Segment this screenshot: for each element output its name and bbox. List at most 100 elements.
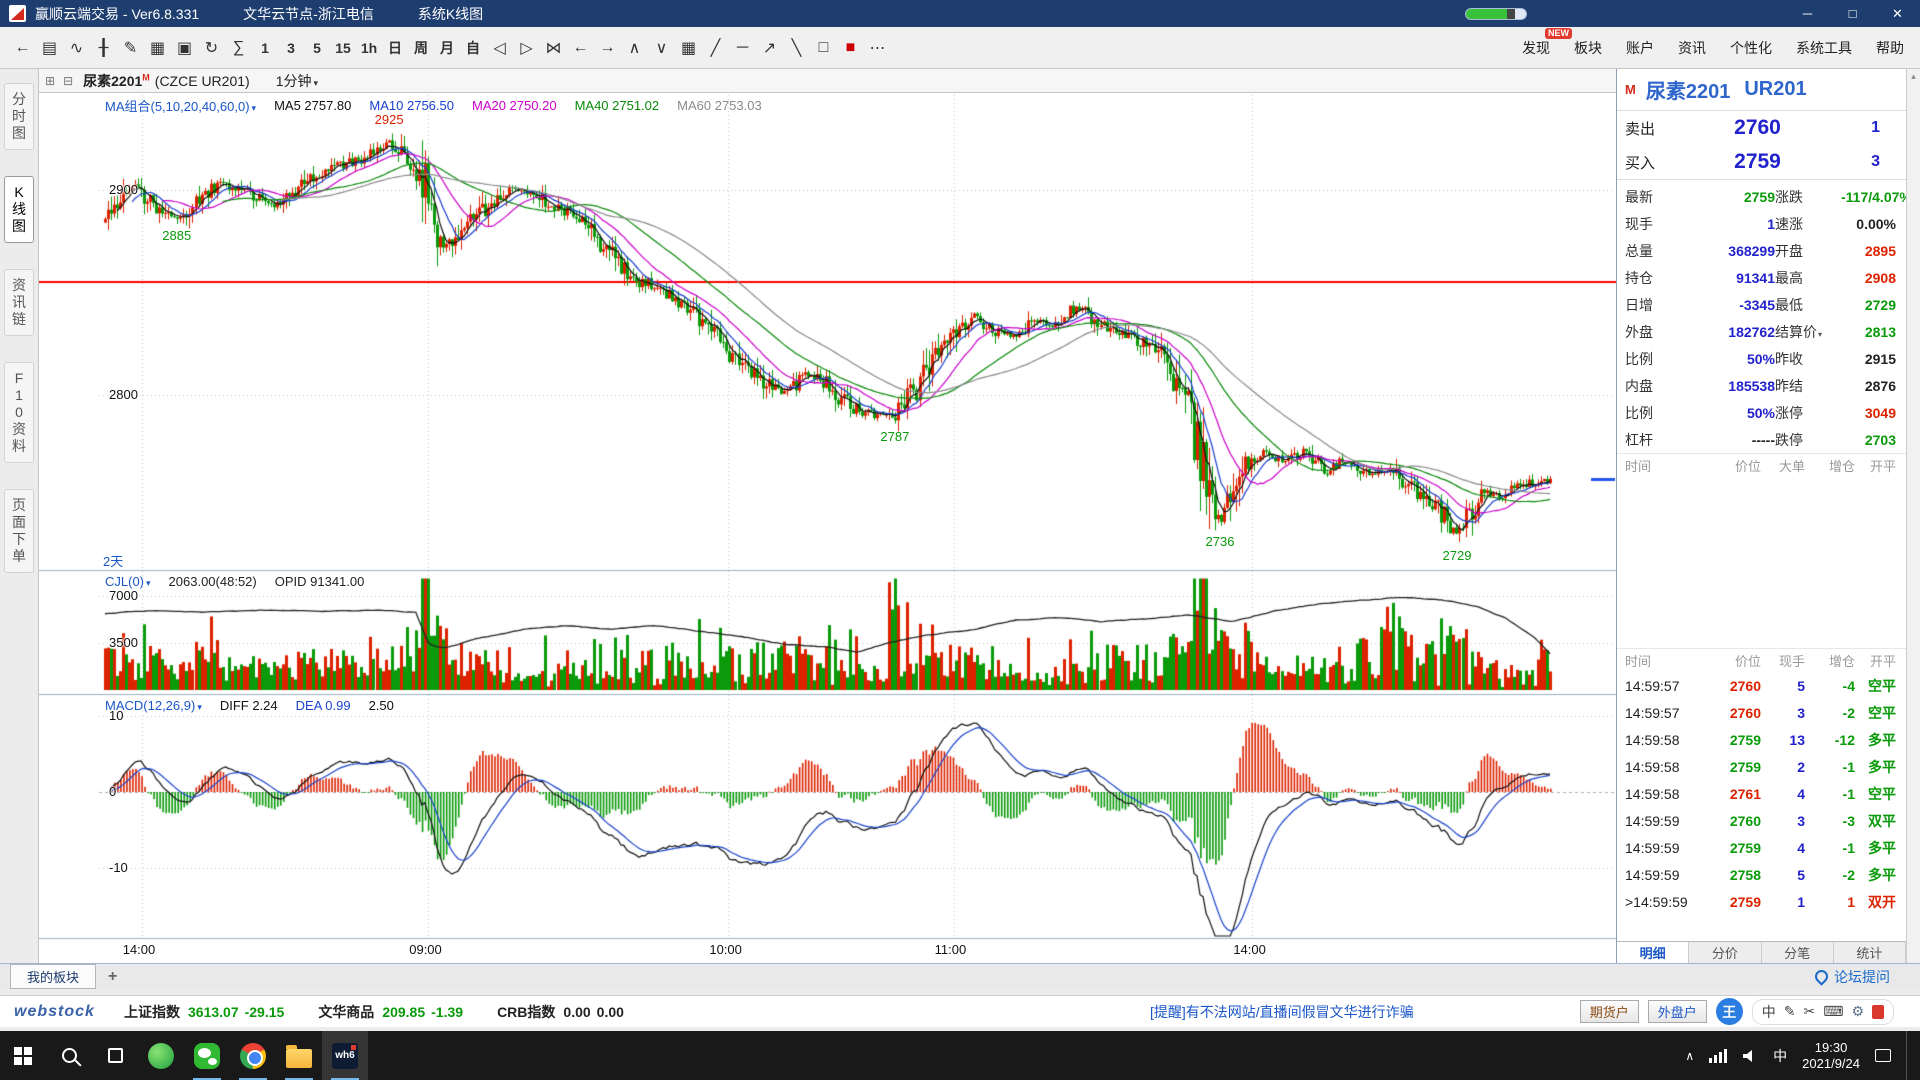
nav-news[interactable]: 资讯	[1678, 40, 1706, 56]
zoom-in-icon[interactable]: ∧	[628, 39, 641, 57]
tick-price: 2760	[1729, 704, 1761, 721]
scroll-up-icon[interactable]: ▴	[1911, 71, 1916, 81]
chevron-down-icon[interactable]: ▾	[1818, 329, 1823, 339]
segment-icon[interactable]: ╲	[791, 39, 802, 57]
period-15min[interactable]: 15	[335, 39, 351, 56]
grid-icon[interactable]: ▦	[680, 39, 697, 57]
formula-icon[interactable]: ∑	[232, 38, 245, 56]
bid-row[interactable]: 买入 2759 3	[1617, 145, 1906, 179]
prev-icon[interactable]: ←	[572, 38, 589, 56]
close-button[interactable]: ✕	[1892, 5, 1903, 21]
more-icon[interactable]: ⋯	[869, 39, 886, 57]
pen-icon[interactable]: ✎	[1783, 1003, 1796, 1019]
back-icon[interactable]: ←	[14, 38, 31, 56]
kline-icon[interactable]: ╂	[98, 39, 109, 57]
period-5min[interactable]: 5	[313, 39, 321, 56]
nav-system-tools[interactable]: 系统工具	[1796, 40, 1852, 56]
next-icon[interactable]: →	[599, 38, 616, 56]
period-custom[interactable]: 自	[466, 39, 480, 56]
scissors-icon[interactable]: ✂	[1803, 1003, 1816, 1019]
quote-panel: M 尿素2201 UR201 卖出 2760 1 买入 2759 3 最新 275…	[1616, 69, 1912, 963]
period-day[interactable]: 日	[388, 39, 402, 56]
ime-language-button[interactable]: 中	[1761, 1003, 1776, 1020]
trendline-icon[interactable]: ╱	[710, 39, 721, 57]
range-label[interactable]: 2天	[103, 554, 124, 569]
tab-page-order[interactable]: 页面下单	[4, 489, 34, 573]
refresh-icon[interactable]: ↻	[204, 39, 219, 57]
assistant-avatar[interactable]: 王	[1715, 998, 1743, 1025]
ma-selector[interactable]: MA组合(5,10,20,40,60,0) ▾	[105, 99, 257, 114]
search-button[interactable]	[46, 1031, 92, 1080]
ime-language-indicator[interactable]: 中	[1773, 1047, 1788, 1064]
compress-icon[interactable]: ⋈	[545, 39, 562, 57]
volume-indicator-selector[interactable]: CJL(0) ▾	[105, 574, 151, 589]
macd-pane-header: MACD(12,26,9) ▾ DIFF 2.24 DEA 0.99 2.50	[105, 698, 394, 713]
show-desktop-button[interactable]	[1906, 1031, 1912, 1080]
macd-indicator-selector[interactable]: MACD(12,26,9) ▾	[105, 698, 202, 713]
settings-icon[interactable]: ⚙	[1851, 1003, 1864, 1019]
ask-row[interactable]: 卖出 2760 1	[1617, 111, 1906, 145]
futures-account-button[interactable]: 期货户	[1579, 1000, 1639, 1023]
page-right-icon[interactable]: ▷	[520, 39, 533, 57]
nav-personalize[interactable]: 个性化	[1730, 40, 1772, 56]
panel-scroll-strip[interactable]: ▴	[1906, 69, 1920, 963]
rect-icon[interactable]: □	[818, 38, 829, 56]
network-signal-icon[interactable]	[1709, 1048, 1728, 1063]
tick-time: 14:59:58	[1625, 731, 1680, 748]
layout-left-icon[interactable]: ⊞	[45, 73, 56, 88]
taskbar-app-chrome[interactable]	[230, 1031, 276, 1080]
board-tab-my[interactable]: 我的板块	[10, 964, 97, 989]
chart-canvas[interactable]	[39, 93, 1617, 963]
page-left-icon[interactable]: ◁	[493, 39, 506, 57]
period-week[interactable]: 周	[414, 39, 428, 56]
draw-icon[interactable]: ✎	[123, 39, 138, 57]
clock[interactable]: 19:30 2021/9/24	[1802, 1039, 1860, 1071]
tab-detail[interactable]: 明细	[1617, 942, 1690, 963]
table-row: >14:59:59 2759 1 1 双开	[1617, 888, 1906, 915]
maximize-button[interactable]: □	[1848, 6, 1857, 21]
hline-icon[interactable]: ─	[736, 38, 749, 56]
minimize-button[interactable]: ─	[1802, 6, 1813, 21]
taskbar-app-explorer[interactable]	[276, 1031, 322, 1080]
layout-right-icon[interactable]: ⊟	[63, 73, 74, 88]
tray-expand-icon[interactable]: ∧	[1685, 1048, 1695, 1063]
period-1hour[interactable]: 1h	[360, 39, 378, 56]
nav-help[interactable]: 帮助	[1876, 40, 1904, 56]
nav-discover[interactable]: 发现 NEW	[1522, 28, 1572, 58]
task-view-button[interactable]	[92, 1031, 138, 1080]
contract-title[interactable]: 尿素2201M	[83, 71, 150, 89]
time-chart-icon[interactable]: ∿	[69, 39, 84, 57]
period-selector[interactable]: 1分钟 ▾	[275, 72, 319, 89]
color-block-icon[interactable]: ■	[845, 38, 856, 56]
ray-icon[interactable]: ↗	[762, 39, 777, 57]
red-packet-icon[interactable]	[1872, 1004, 1884, 1019]
period-3min[interactable]: 3	[287, 39, 295, 56]
tab-price-dist[interactable]: 分价	[1689, 942, 1762, 963]
taskbar-app-wh6[interactable]: wh6	[322, 1031, 368, 1080]
period-1min[interactable]: 1	[261, 39, 269, 56]
start-button[interactable]	[0, 1031, 46, 1080]
volume-icon[interactable]	[1742, 1049, 1758, 1063]
report-icon[interactable]: ▤	[41, 39, 58, 57]
save-icon[interactable]: ▣	[176, 39, 193, 57]
quote-row: 比例 50% 昨收 2915	[1617, 345, 1906, 372]
notification-center-icon[interactable]	[1875, 1049, 1891, 1062]
zoom-out-icon[interactable]: ∨	[655, 39, 668, 57]
tab-time-chart[interactable]: 分时图	[4, 83, 34, 150]
tick-price: 2759	[1729, 758, 1761, 775]
chart-type-icon[interactable]: ▦	[149, 39, 166, 57]
tab-stats[interactable]: 统计	[1833, 942, 1906, 963]
nav-account[interactable]: 账户	[1626, 40, 1654, 56]
taskbar-app-wechat[interactable]	[184, 1031, 230, 1080]
nav-sectors[interactable]: 板块	[1574, 40, 1602, 56]
tab-tick[interactable]: 分笔	[1761, 942, 1834, 963]
overseas-account-button[interactable]: 外盘户	[1647, 1000, 1707, 1023]
keyboard-icon[interactable]: ⌨	[1823, 1003, 1844, 1019]
period-month[interactable]: 月	[440, 39, 454, 56]
taskbar-app-browser[interactable]	[138, 1031, 184, 1080]
add-board-button[interactable]: +	[108, 967, 118, 985]
forum-link[interactable]: 论坛提问	[1812, 967, 1890, 987]
tab-news-chain[interactable]: 资讯链	[4, 269, 34, 336]
